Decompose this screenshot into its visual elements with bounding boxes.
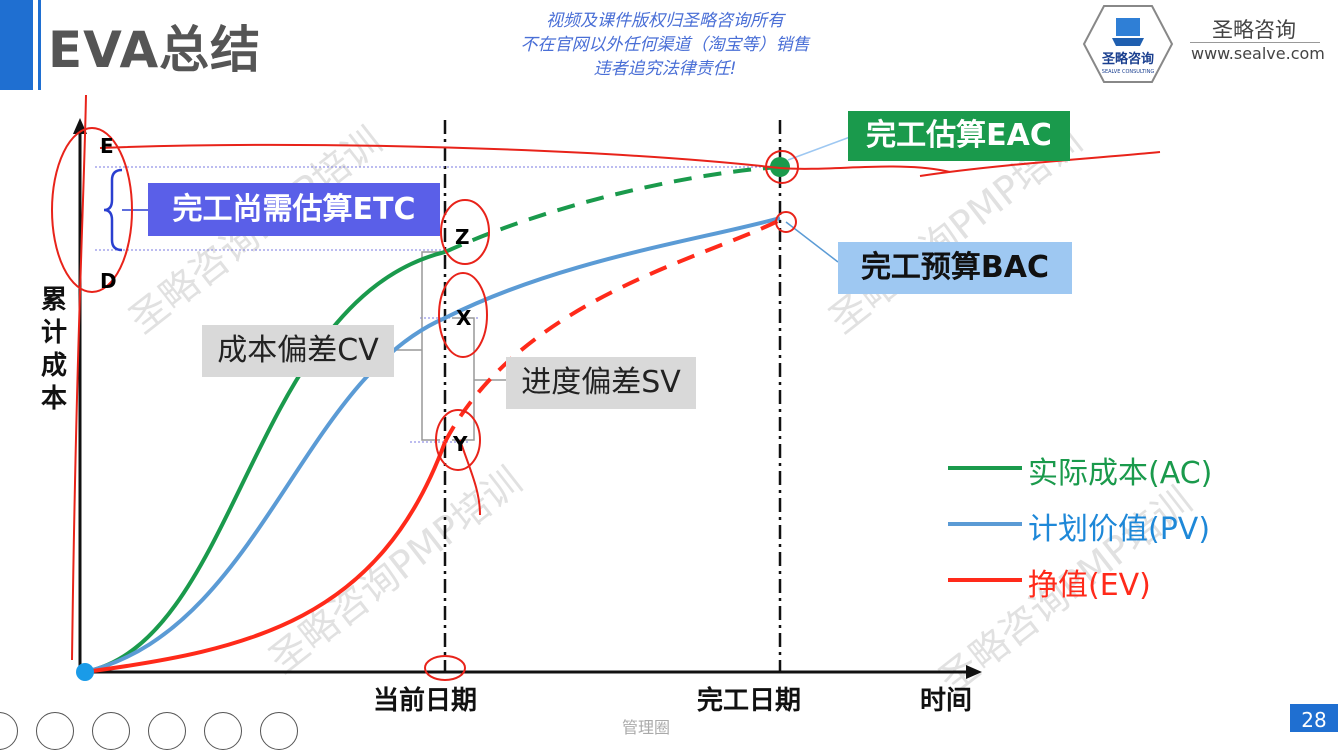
brand-url: www.sealve.com (1191, 44, 1325, 63)
copyright-notice-line-3: 违者追究法律责任! (593, 59, 737, 79)
eac-label: 完工估算EAC (848, 111, 1070, 161)
sv-label: 进度偏差SV (506, 357, 696, 409)
legend-pv-label: 计划价值(PV) (1028, 512, 1211, 547)
page-number: 28 (1290, 704, 1338, 732)
point-y-label: Y (452, 432, 468, 456)
point-z-label: Z (455, 225, 470, 249)
cv-bracket (421, 251, 440, 441)
point-x-label: X (456, 306, 472, 330)
x-axis-label: 时间 (920, 686, 973, 716)
etc-label: 完工尚需估算ETC (148, 183, 440, 236)
source-watermark: 管理圈 (622, 718, 671, 737)
hand-annotations (51, 94, 1161, 681)
eva-chart: E D Z X Y (51, 94, 1161, 681)
point-d-label: D (100, 269, 117, 293)
copyright-notice-line-2: 不在官网以外任何渠道（淘宝等）销售 (520, 35, 810, 55)
logo-subtext: SEALVE CONSULTING (1102, 69, 1155, 75)
x-tick-completion-date: 完工日期 (697, 686, 802, 716)
slide-title: EVA总结 (48, 21, 262, 79)
header-accent-bar (0, 0, 33, 90)
more-icon[interactable] (204, 712, 242, 750)
ac-forecast-curve (444, 165, 781, 254)
legend-ac-swatch (948, 466, 1022, 470)
legend-ev-label: 挣值(EV) (1028, 568, 1151, 603)
point-e-label: E (100, 134, 114, 158)
legend-ev-swatch (948, 578, 1022, 582)
ev-forecast-curve (443, 218, 781, 443)
play-icon[interactable] (36, 712, 74, 750)
screen-icon[interactable] (260, 712, 298, 750)
zoom-icon[interactable] (148, 712, 186, 750)
x-axis-arrow (966, 665, 982, 679)
header-accent-line (38, 0, 41, 90)
legend-ac-label: 实际成本(AC) (1028, 456, 1213, 491)
ac-curve (84, 250, 446, 674)
legend-pv-swatch (948, 522, 1022, 526)
x-tick-current-date: 当前日期 (373, 686, 478, 716)
brand-divider (1190, 42, 1320, 43)
eac-pointer (787, 136, 851, 161)
y-axis-label: 累计成本 (40, 285, 67, 414)
etc-bracket (103, 168, 123, 252)
brand-name: 圣略咨询 (1212, 18, 1296, 42)
cv-label: 成本偏差CV (202, 325, 394, 377)
logo-text: 圣略咨询 (1102, 51, 1154, 67)
sv-bracket (452, 317, 475, 441)
pen-icon[interactable] (92, 712, 130, 750)
brand-logo: 圣略咨询 SEALVE CONSULTING (1082, 5, 1174, 83)
ev-curve (84, 441, 447, 674)
origin-point (76, 663, 94, 681)
copyright-notice-line-1: 视频及课件版权归圣略咨询所有 (546, 11, 784, 31)
pv-curve (84, 216, 781, 674)
bac-label: 完工预算BAC (838, 242, 1072, 294)
